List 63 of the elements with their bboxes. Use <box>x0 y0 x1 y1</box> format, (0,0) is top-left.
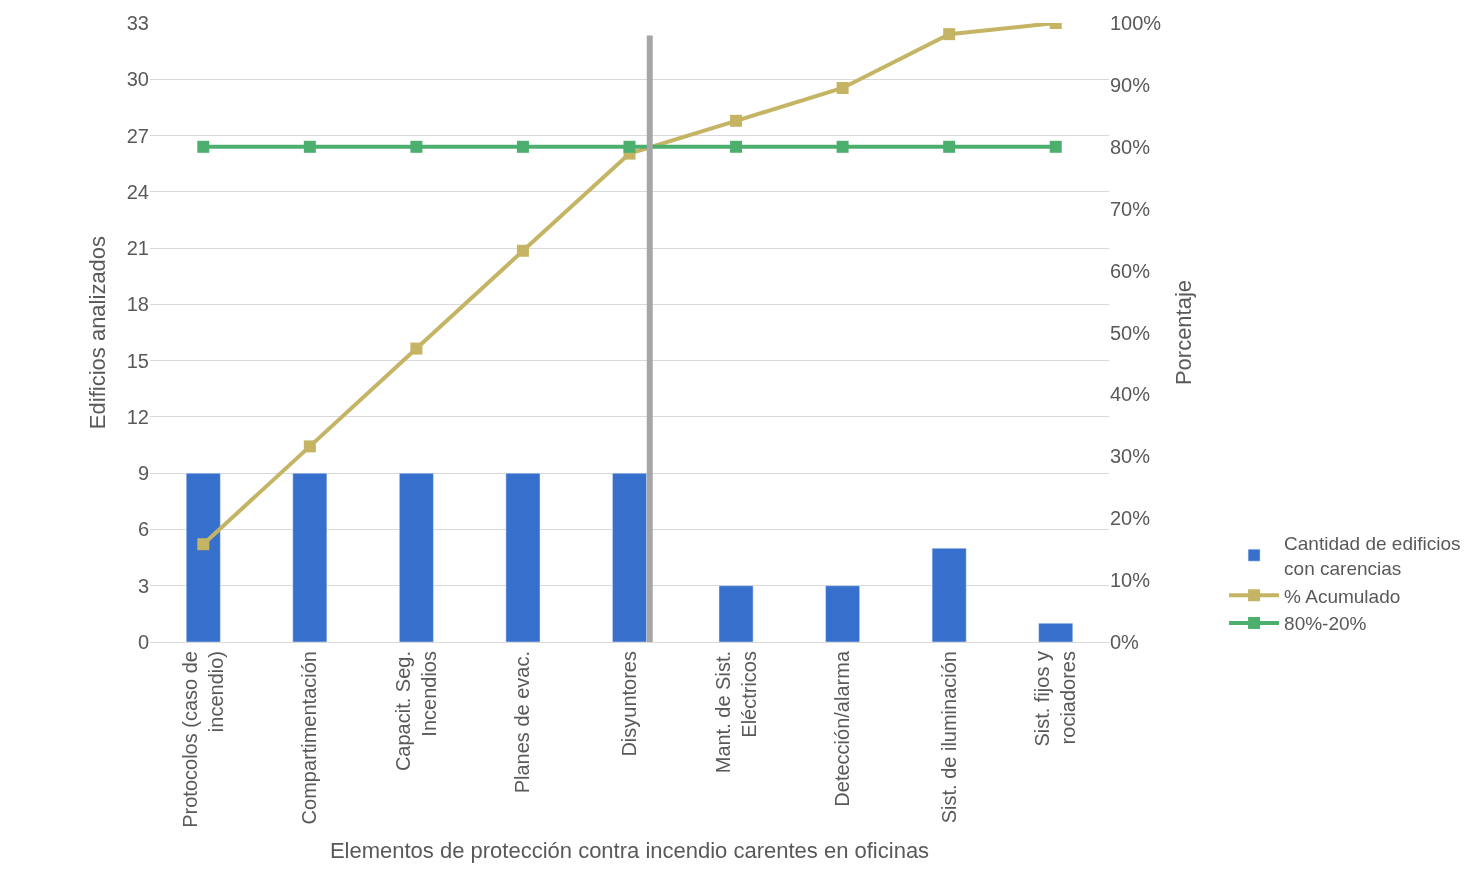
point <box>197 140 210 153</box>
x-tick-label: Mant. de Sist. Eléctricos <box>711 651 760 774</box>
bar <box>292 472 328 642</box>
x-axis-title: Elementos de protección contra incendio carentes en oficinas <box>329 837 930 863</box>
point <box>516 244 529 257</box>
y2-tick-label: 10% <box>1110 569 1151 592</box>
y2-tick-label: 40% <box>1110 383 1151 406</box>
point <box>1049 140 1062 153</box>
point <box>730 140 743 153</box>
y-tick-label: 3 <box>137 574 149 597</box>
y2-tick-label: 20% <box>1110 507 1151 530</box>
y-tick-label: 12 <box>126 405 149 428</box>
point <box>943 140 956 153</box>
y-tick-label: 27 <box>126 124 149 147</box>
y2-tick-label: 50% <box>1110 321 1151 344</box>
y2-tick-label: 80% <box>1110 135 1151 158</box>
point <box>197 538 210 551</box>
y2-tick-label: 100% <box>1110 12 1162 34</box>
y2-axis-title: Porcentaje <box>1171 279 1197 386</box>
legend-label: % Acumulado <box>1284 585 1401 607</box>
point <box>303 440 316 453</box>
y-tick-label: 30 <box>126 68 149 91</box>
bar <box>718 585 754 642</box>
y-tick-label: 15 <box>126 349 149 372</box>
y-tick-label: 21 <box>126 237 149 260</box>
point <box>410 342 423 355</box>
y-tick-label: 24 <box>126 180 149 203</box>
x-tick-label: Protocolos (caso de incendio) <box>178 651 227 828</box>
y2-tick-label: 90% <box>1110 73 1151 96</box>
x-tick-label: Detección/alarma <box>831 650 854 807</box>
y2-tick-label: 60% <box>1110 259 1151 282</box>
bar <box>825 585 860 642</box>
x-tick-label: Capacit. Seg. Incendios <box>391 651 440 772</box>
y-tick-label: 0 <box>137 631 149 653</box>
bar <box>612 472 647 642</box>
y2-tick-label: 70% <box>1110 197 1151 220</box>
bar <box>185 472 221 642</box>
y-tick-label: 18 <box>126 293 149 316</box>
point <box>943 28 956 41</box>
legend-label: Cantidad de edificios con carencias <box>1284 533 1461 579</box>
bar <box>1038 622 1074 642</box>
y-tick-label: 33 <box>126 12 149 34</box>
point <box>623 140 636 153</box>
legend-label: 80%-20% <box>1284 613 1367 635</box>
bar <box>505 472 541 642</box>
y2-tick-label: 0% <box>1110 631 1140 653</box>
x-tick-label: Compartimentación <box>298 651 321 825</box>
point <box>836 140 849 153</box>
x-tick-label: Disyuntores <box>618 651 640 757</box>
x-tick-label: Sist. fijos y rociadores <box>1031 651 1080 747</box>
x-tick-label: Planes de evac. <box>511 651 534 794</box>
point <box>516 140 529 153</box>
bar <box>931 547 967 642</box>
point <box>730 114 743 127</box>
bar <box>399 472 434 642</box>
x-tick-label: Sist. de iluminación <box>937 651 960 824</box>
point <box>410 140 423 153</box>
y-axis-title: Edificios analizados <box>84 235 110 430</box>
y-tick-label: 9 <box>137 462 149 485</box>
point <box>303 140 316 153</box>
point <box>836 82 849 94</box>
y-tick-label: 6 <box>137 518 149 541</box>
y2-tick-label: 30% <box>1110 445 1151 468</box>
